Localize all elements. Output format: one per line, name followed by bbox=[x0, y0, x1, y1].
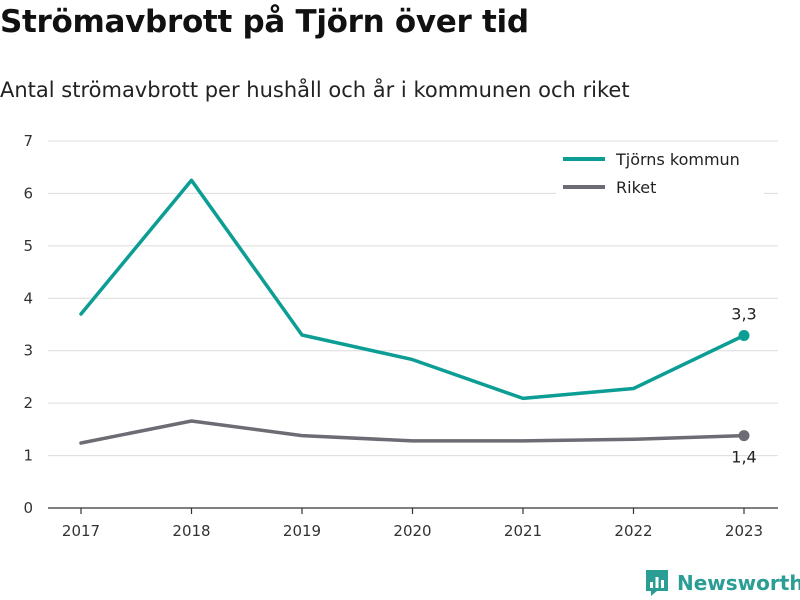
chart-subtitle: Antal strömavbrott per hushåll och år i … bbox=[0, 78, 630, 102]
series-end-label-1: 1,4 bbox=[731, 448, 756, 467]
brand-logo[interactable]: Newsworthy bbox=[645, 569, 800, 597]
x-tick-label: 2020 bbox=[393, 522, 431, 540]
y-tick-label: 3 bbox=[23, 342, 33, 360]
legend-background bbox=[556, 146, 764, 200]
y-tick-label: 0 bbox=[23, 499, 33, 517]
newsworthy-logo-icon bbox=[646, 570, 668, 596]
x-tick-label: 2021 bbox=[504, 522, 542, 540]
chart-title: Strömavbrott på Tjörn över tid bbox=[0, 4, 529, 40]
y-tick-label: 6 bbox=[23, 184, 33, 202]
series-line-0 bbox=[79, 178, 746, 401]
series-end-point-0 bbox=[738, 330, 750, 342]
y-tick-label: 2 bbox=[23, 394, 33, 412]
y-tick-label: 5 bbox=[23, 237, 33, 255]
x-tick-label: 2017 bbox=[62, 522, 100, 540]
legend-label-0: Tjörns kommun bbox=[615, 150, 740, 169]
y-tick-label: 1 bbox=[23, 447, 33, 465]
legend-label-1: Riket bbox=[616, 178, 656, 197]
series-end-label-0: 3,3 bbox=[731, 305, 756, 324]
brand-name: Newsworthy bbox=[677, 571, 800, 595]
series-line-1 bbox=[79, 419, 746, 445]
y-tick-label: 7 bbox=[23, 132, 33, 150]
series-end-point-1 bbox=[738, 430, 750, 442]
x-tick-label: 2023 bbox=[725, 522, 763, 540]
x-tick-label: 2018 bbox=[172, 522, 210, 540]
x-tick-label: 2022 bbox=[614, 522, 652, 540]
y-tick-label: 4 bbox=[23, 289, 33, 307]
x-tick-label: 2019 bbox=[283, 522, 321, 540]
